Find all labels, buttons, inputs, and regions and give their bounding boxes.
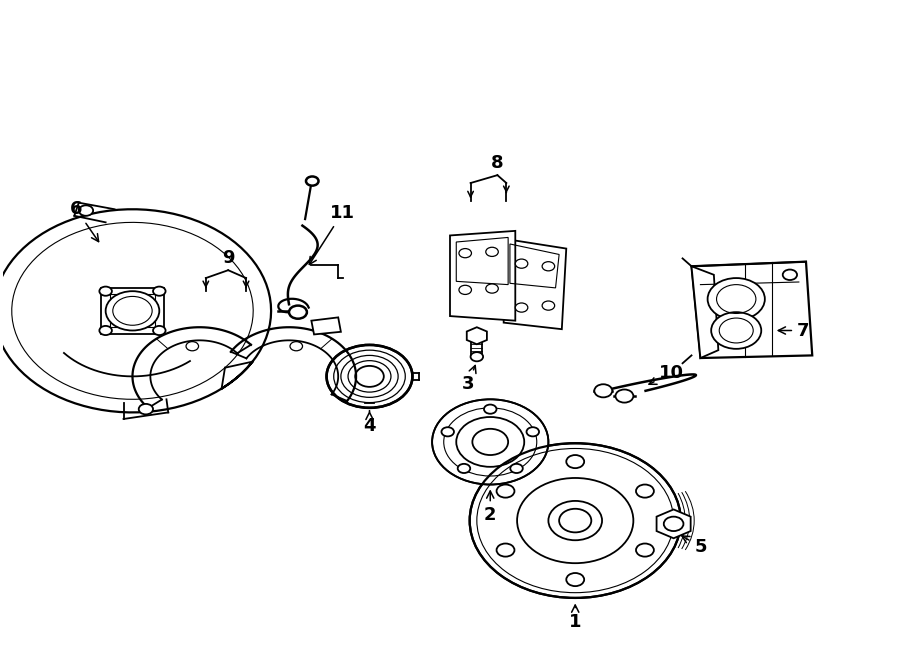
Circle shape bbox=[153, 326, 166, 335]
Polygon shape bbox=[657, 510, 690, 538]
Text: 5: 5 bbox=[682, 536, 707, 556]
Circle shape bbox=[99, 326, 112, 335]
Text: 7: 7 bbox=[778, 321, 810, 340]
Circle shape bbox=[459, 286, 472, 294]
Circle shape bbox=[306, 176, 319, 186]
Circle shape bbox=[470, 444, 680, 598]
Polygon shape bbox=[691, 266, 718, 358]
Circle shape bbox=[139, 404, 153, 414]
Circle shape bbox=[711, 312, 761, 349]
Polygon shape bbox=[504, 239, 566, 329]
Circle shape bbox=[566, 573, 584, 586]
Circle shape bbox=[707, 278, 765, 320]
Circle shape bbox=[458, 464, 470, 473]
Text: 4: 4 bbox=[364, 411, 375, 434]
Text: 10: 10 bbox=[649, 364, 684, 384]
Text: 2: 2 bbox=[484, 491, 497, 524]
Circle shape bbox=[594, 384, 612, 397]
Circle shape bbox=[486, 247, 499, 256]
Text: 11: 11 bbox=[310, 204, 356, 264]
Circle shape bbox=[542, 301, 554, 310]
Circle shape bbox=[327, 345, 412, 408]
Text: 3: 3 bbox=[462, 366, 476, 393]
Circle shape bbox=[459, 249, 472, 258]
Polygon shape bbox=[450, 231, 516, 321]
Circle shape bbox=[664, 517, 683, 531]
Circle shape bbox=[186, 342, 199, 351]
Circle shape bbox=[497, 543, 515, 557]
Text: 1: 1 bbox=[569, 605, 581, 631]
Circle shape bbox=[566, 455, 584, 468]
Text: 6: 6 bbox=[70, 200, 99, 242]
Circle shape bbox=[497, 485, 515, 498]
Text: 8: 8 bbox=[491, 155, 504, 173]
Circle shape bbox=[484, 405, 497, 414]
Circle shape bbox=[79, 206, 93, 215]
Circle shape bbox=[105, 292, 159, 330]
Circle shape bbox=[542, 262, 554, 271]
Circle shape bbox=[442, 427, 454, 436]
Circle shape bbox=[526, 427, 539, 436]
Circle shape bbox=[616, 389, 634, 403]
Circle shape bbox=[783, 270, 797, 280]
Circle shape bbox=[486, 284, 499, 293]
Polygon shape bbox=[691, 262, 812, 358]
Circle shape bbox=[516, 259, 527, 268]
Polygon shape bbox=[311, 317, 341, 334]
Circle shape bbox=[510, 464, 523, 473]
Circle shape bbox=[471, 352, 483, 362]
Circle shape bbox=[636, 543, 654, 557]
Circle shape bbox=[432, 399, 548, 485]
Circle shape bbox=[153, 287, 166, 295]
Circle shape bbox=[289, 305, 307, 319]
Circle shape bbox=[516, 303, 527, 312]
Text: 9: 9 bbox=[222, 249, 234, 268]
Circle shape bbox=[636, 485, 654, 498]
Circle shape bbox=[290, 342, 302, 351]
Polygon shape bbox=[101, 288, 164, 334]
Circle shape bbox=[99, 287, 112, 295]
Polygon shape bbox=[467, 327, 487, 344]
